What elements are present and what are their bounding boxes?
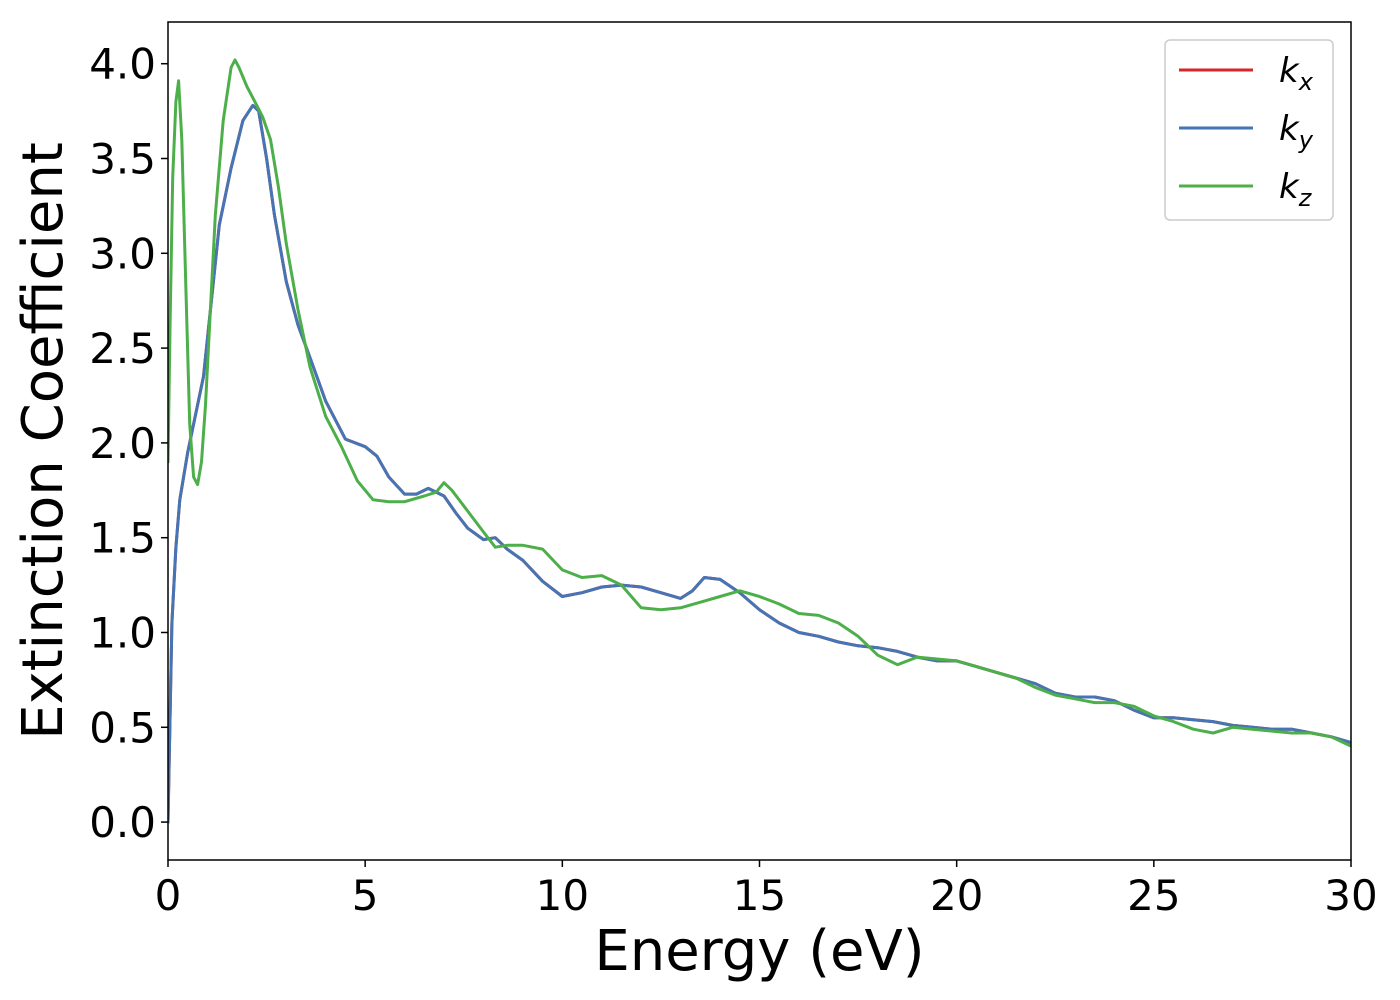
- legend-box: [1164, 39, 1334, 221]
- y-tick-label: 0.5: [89, 703, 156, 752]
- y-tick-label: 3.5: [89, 135, 156, 184]
- x-tick-label: 5: [352, 871, 379, 920]
- legend-entry-main: k: [1279, 167, 1300, 207]
- x-tick-label: 25: [1127, 871, 1180, 920]
- y-tick-label: 2.5: [89, 324, 156, 373]
- x-axis-ticks: 0 5 10 15 20 25 30: [155, 860, 1378, 920]
- legend-entry-subscript: x: [1298, 68, 1314, 96]
- legend-entry-label: ky: [1279, 109, 1314, 154]
- series-line-k-y: [168, 103, 1351, 824]
- y-tick-label: 4.0: [89, 40, 156, 89]
- y-tick-label: 1.0: [89, 608, 156, 657]
- legend-entry-subscript: z: [1298, 184, 1313, 212]
- series-layer: [168, 58, 1351, 824]
- x-tick-label: 30: [1324, 871, 1377, 920]
- x-tick-label: 10: [536, 871, 589, 920]
- legend-entry-label: kz: [1279, 167, 1313, 212]
- x-axis-label: Energy (eV): [594, 919, 924, 984]
- legend-entry-label: kx: [1279, 51, 1314, 96]
- x-tick-label: 0: [155, 871, 182, 920]
- legend-entry-main: k: [1279, 51, 1300, 91]
- series-line-k-z: [168, 58, 1351, 748]
- x-tick-label: 15: [733, 871, 786, 920]
- y-tick-label: 3.0: [89, 229, 156, 278]
- y-axis-ticks: 0.0 0.5 1.0 1.5 2.0 2.5 3.0 3.5 4.0: [89, 40, 168, 847]
- legend-entry-main: k: [1279, 109, 1300, 149]
- x-tick-label: 20: [930, 871, 983, 920]
- y-tick-label: 2.0: [89, 419, 156, 468]
- y-axis-label: Extinction Coefficient: [11, 142, 76, 740]
- y-tick-label: 0.0: [89, 798, 156, 847]
- legend-entry-subscript: y: [1298, 126, 1314, 154]
- y-tick-label: 1.5: [89, 514, 156, 563]
